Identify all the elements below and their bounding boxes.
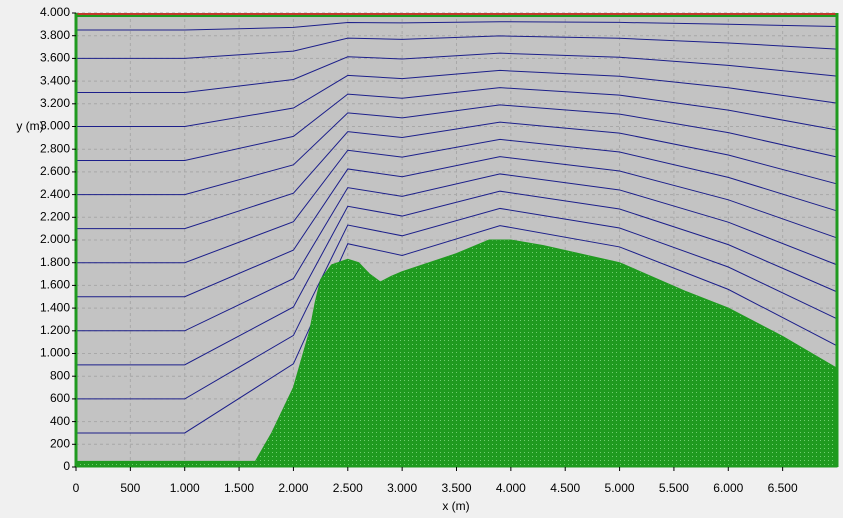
y-tick-label: 2.400 [40, 187, 70, 201]
y-tick-label: 1.800 [40, 255, 70, 269]
y-tick-label: 200 [50, 436, 70, 450]
y-axis-label: y (m) [16, 119, 43, 133]
x-tick-label: 5.500 [659, 481, 689, 495]
y-tick-label: 2.800 [40, 141, 70, 155]
streamline [76, 225, 838, 434]
y-tick-label: 400 [50, 414, 70, 428]
streamline [76, 87, 838, 162]
x-axis-label: x (m) [442, 499, 469, 513]
streamline [76, 52, 838, 93]
x-tick-label: 1.500 [224, 481, 254, 495]
y-tick-label: 3.000 [40, 119, 70, 133]
streamline [76, 173, 838, 332]
x-tick-label: 4.000 [496, 481, 526, 495]
y-tick-label: 1.200 [40, 323, 70, 337]
x-tick-label: 6.500 [768, 481, 798, 495]
x-tick-label: 2.000 [278, 481, 308, 495]
streamline [76, 35, 838, 59]
x-tick-label: 2.500 [333, 481, 363, 495]
y-tick-label: 2.200 [40, 209, 70, 223]
streamline [76, 138, 838, 264]
y-tick-label: 0 [63, 459, 70, 473]
x-tick-label: 6.000 [713, 481, 743, 495]
x-tick-label: 3.000 [387, 481, 417, 495]
streamline [76, 121, 838, 230]
streamline [76, 21, 838, 31]
y-tick-label: 3.400 [40, 73, 70, 87]
x-tick-label: 0 [73, 481, 80, 495]
y-tick-label: 1.600 [40, 278, 70, 292]
y-tick-label: 2.000 [40, 232, 70, 246]
x-tick-label: 4.500 [550, 481, 580, 495]
y-tick-label: 2.600 [40, 164, 70, 178]
streamline [76, 207, 838, 400]
streamline [76, 104, 838, 196]
streamline [76, 156, 838, 298]
streamline [76, 190, 838, 366]
x-tick-label: 1.000 [170, 481, 200, 495]
streamline [76, 69, 838, 127]
y-tick-label: 1.000 [40, 346, 70, 360]
y-tick-label: 3.800 [40, 28, 70, 42]
y-tick-label: 3.200 [40, 96, 70, 110]
terrain [75, 239, 838, 468]
y-tick-label: 600 [50, 391, 70, 405]
y-tick-label: 800 [50, 368, 70, 382]
x-tick-label: 3.500 [441, 481, 471, 495]
y-tick-label: 1.400 [40, 300, 70, 314]
x-tick-label: 500 [120, 481, 140, 495]
y-tick-label: 3.600 [40, 51, 70, 65]
x-tick-label: 5.000 [605, 481, 635, 495]
y-tick-label: 4.000 [40, 5, 70, 19]
